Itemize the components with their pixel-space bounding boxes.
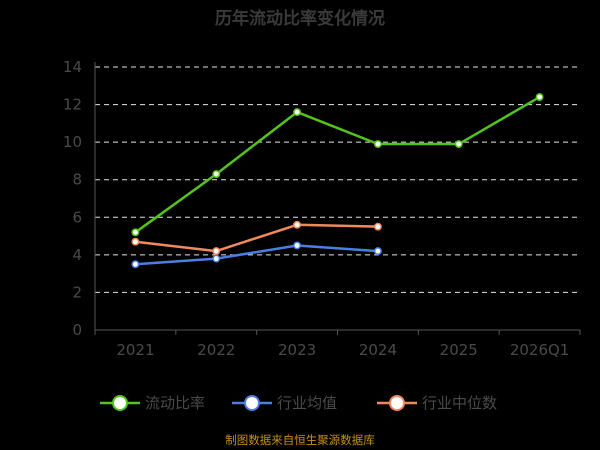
y-tick-label: 4 [72, 246, 82, 264]
y-tick-label: 8 [72, 171, 82, 189]
data-point[interactable] [293, 220, 302, 229]
legend-label: 流动比率 [145, 394, 205, 412]
legend-marker [244, 395, 260, 411]
data-point[interactable] [212, 254, 221, 263]
data-point[interactable] [212, 170, 221, 179]
legend-item[interactable]: 行业中位数 [377, 394, 497, 412]
legend-label: 行业均值 [277, 394, 337, 412]
legend[interactable]: 流动比率 行业均值 行业中位数 [100, 394, 497, 412]
legend-marker [112, 395, 128, 411]
series-line [135, 244, 379, 266]
series-lines [131, 93, 544, 269]
series-line [134, 95, 541, 234]
x-axis: 2021 2022 2023 2024 2025 2026Q1 [94, 329, 581, 359]
series-0 [131, 93, 544, 237]
y-tick-label: 2 [72, 283, 82, 301]
legend-item[interactable]: 行业均值 [232, 394, 337, 412]
data-point[interactable] [293, 108, 302, 117]
data-point[interactable] [293, 241, 302, 250]
y-tick-label: 14 [63, 58, 82, 76]
x-tick-label: 2026Q1 [510, 341, 570, 359]
legend-label: 行业中位数 [422, 394, 497, 412]
data-point[interactable] [212, 247, 221, 256]
data-point[interactable] [131, 228, 140, 237]
data-point[interactable] [454, 140, 463, 148]
series-line [135, 223, 378, 253]
legend-marker [389, 395, 405, 411]
data-point[interactable] [131, 260, 140, 269]
data-source-note: 制图数据来自恒生聚源数据库 [225, 433, 375, 447]
x-tick-label: 2024 [359, 341, 397, 359]
x-tick-label: 2022 [197, 341, 235, 359]
x-tick-label: 2025 [440, 341, 478, 359]
series-1 [131, 241, 382, 269]
data-point[interactable] [373, 247, 382, 256]
chart-title: 历年流动比率变化情况 [215, 8, 385, 29]
x-tick-label: 2023 [278, 341, 316, 359]
data-point[interactable] [535, 93, 544, 102]
y-tick-label: 10 [63, 133, 82, 151]
y-tick-label: 6 [72, 208, 82, 226]
y-tick-label: 12 [63, 96, 82, 114]
data-point[interactable] [373, 140, 382, 148]
x-tick-label: 2021 [116, 341, 154, 359]
legend-item[interactable]: 流动比率 [100, 394, 205, 412]
gridlines [95, 66, 580, 293]
y-axis: 0 2 4 6 8 10 12 14 [63, 58, 96, 339]
data-point[interactable] [131, 237, 140, 246]
data-point[interactable] [373, 222, 382, 231]
y-tick-label: 0 [72, 321, 82, 339]
series-2 [131, 220, 382, 256]
